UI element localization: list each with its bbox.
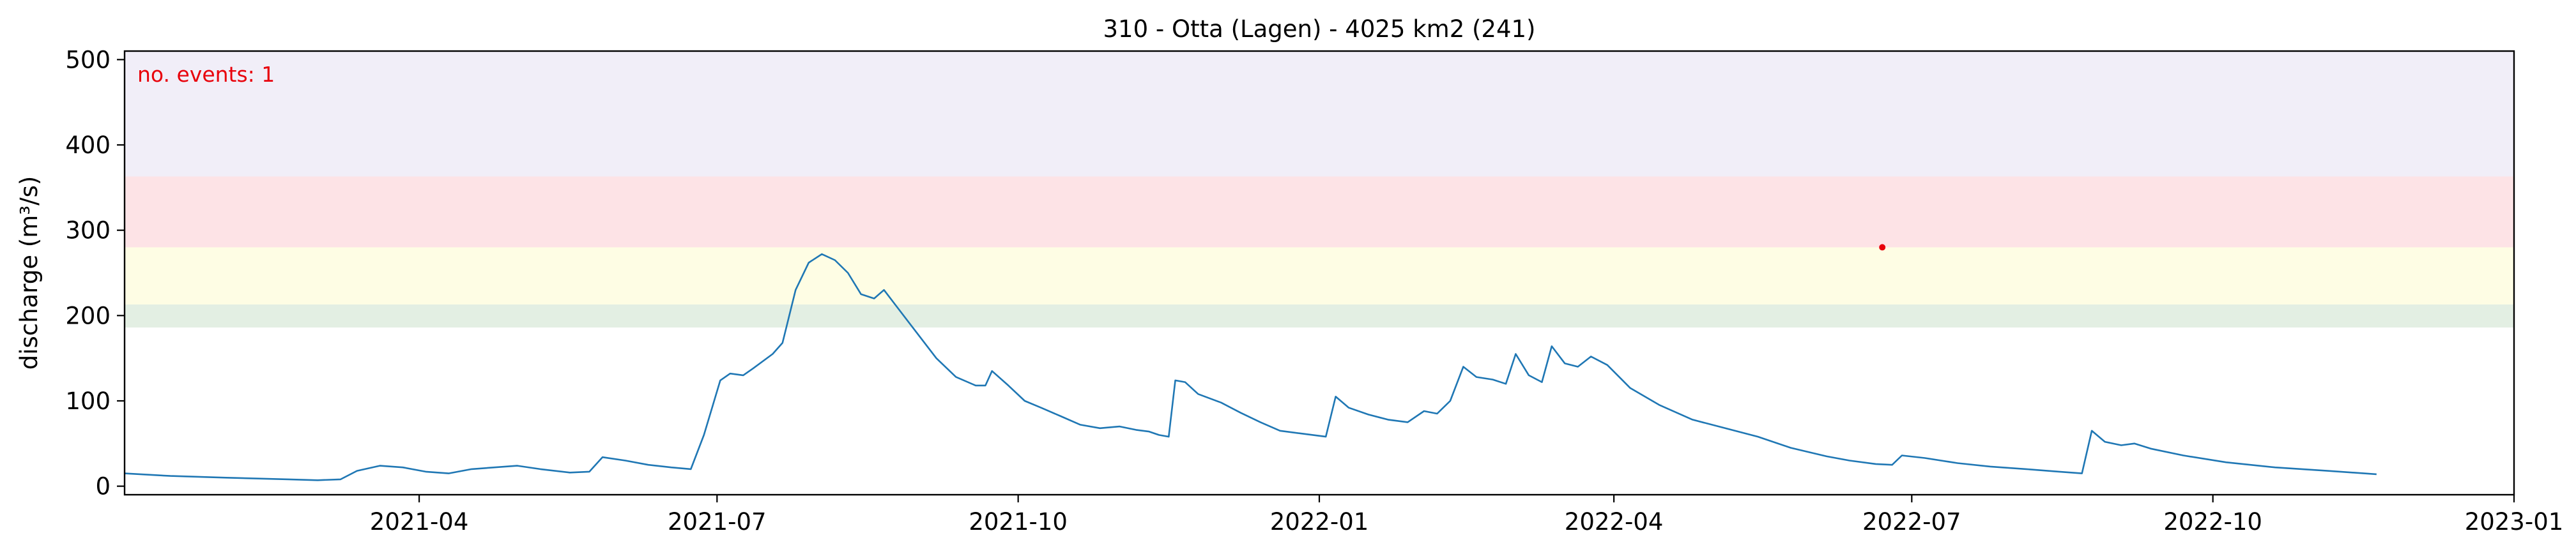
x-tick-label: 2021-07 [668,508,767,536]
x-tick-label: 2023-01 [2465,508,2564,536]
event-count-annotation: no. events: 1 [137,62,275,87]
y-axis-label: discharge (m³/s) [15,176,43,370]
x-tick-label: 2022-04 [1565,508,1664,536]
threshold-band-3 [125,176,2514,248]
x-tick-label: 2021-10 [969,508,1068,536]
threshold-band-4 [125,51,2514,177]
x-tick-label: 2021-04 [370,508,469,536]
y-tick-label: 400 [65,131,111,159]
x-tick-label: 2022-07 [1862,508,1961,536]
event-point [1879,244,1886,251]
y-tick-label: 300 [65,217,111,244]
y-tick-label: 100 [65,387,111,415]
event-markers [1879,244,1886,251]
threshold-band-1 [125,304,2514,328]
threshold-band-2 [125,247,2514,304]
y-tick-label: 200 [65,302,111,329]
x-tick-label: 2022-10 [2163,508,2262,536]
y-axis: 0 100 200 300 400 500 [65,46,125,500]
x-tick-label: 2022-01 [1270,508,1369,536]
chart-title: 310 - Otta (Lagen) - 4025 km2 (241) [1103,15,1536,43]
y-tick-label: 0 [95,473,111,500]
series-layer [124,253,2377,481]
series-line-1 [124,253,2377,481]
x-axis: 2021-04 2021-07 2021-10 2022-01 2022-04 2022-… [370,495,2564,536]
threshold-bands [125,51,2514,328]
y-tick-label: 500 [65,46,111,73]
